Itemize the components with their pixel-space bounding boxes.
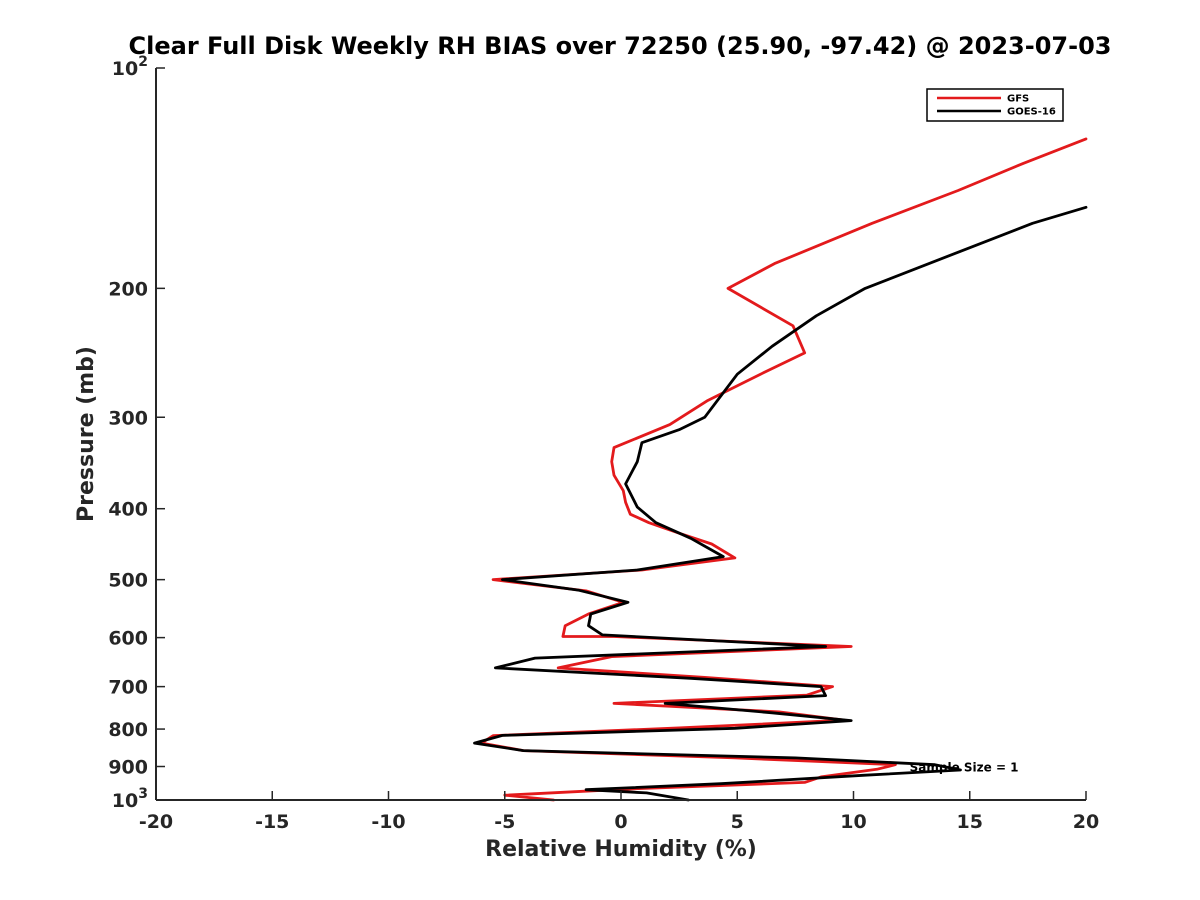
y-tick-label: 300 — [108, 407, 148, 429]
x-tick-label: 0 — [614, 811, 627, 833]
x-tick-label: -10 — [371, 811, 405, 833]
y-tick-label: 600 — [108, 628, 148, 650]
y-axis-label: Pressure (mb) — [74, 346, 99, 522]
y-tick-label: 700 — [108, 677, 148, 699]
x-tick-label: 15 — [957, 811, 983, 833]
x-ticks: -20 -15 -10 -5 0 5 10 15 20 — [139, 791, 1099, 833]
series-line-goes-16 — [473, 205, 1088, 802]
plot-area — [156, 68, 1086, 800]
x-tick-label: 5 — [731, 811, 744, 833]
x-axis-label: Relative Humidity (%) — [485, 837, 757, 862]
y-tick-label: 400 — [108, 499, 148, 521]
legend-label-goes16: GOES-16 — [1007, 107, 1056, 118]
legend-label-gfs: GFS — [1007, 94, 1029, 105]
y-tick-label: 900 — [108, 757, 148, 779]
x-tick-label: 10 — [840, 811, 866, 833]
x-tick-label: 20 — [1073, 811, 1099, 833]
y-tick-label: 102 — [112, 54, 148, 80]
sample-size-annotation: Sample Size = 1 — [910, 761, 1019, 775]
y-ticks: 102 200 300 400 500 600 700 800 900 103 — [108, 54, 165, 812]
x-tick-label: -15 — [255, 811, 289, 833]
annotations: Sample Size = 1 — [910, 761, 1019, 775]
chart-title: Clear Full Disk Weekly RH BIAS over 7225… — [129, 32, 1112, 60]
legend: GFS GOES-16 — [926, 88, 1064, 122]
y-tick-label: 800 — [108, 719, 148, 741]
y-tick-label: 103 — [112, 786, 148, 812]
x-tick-label: -20 — [139, 811, 173, 833]
legend-box — [926, 88, 1064, 122]
series-layer — [473, 137, 1088, 802]
y-tick-label: 500 — [108, 570, 148, 592]
x-tick-label: -5 — [494, 811, 515, 833]
y-tick-label: 200 — [108, 278, 148, 300]
